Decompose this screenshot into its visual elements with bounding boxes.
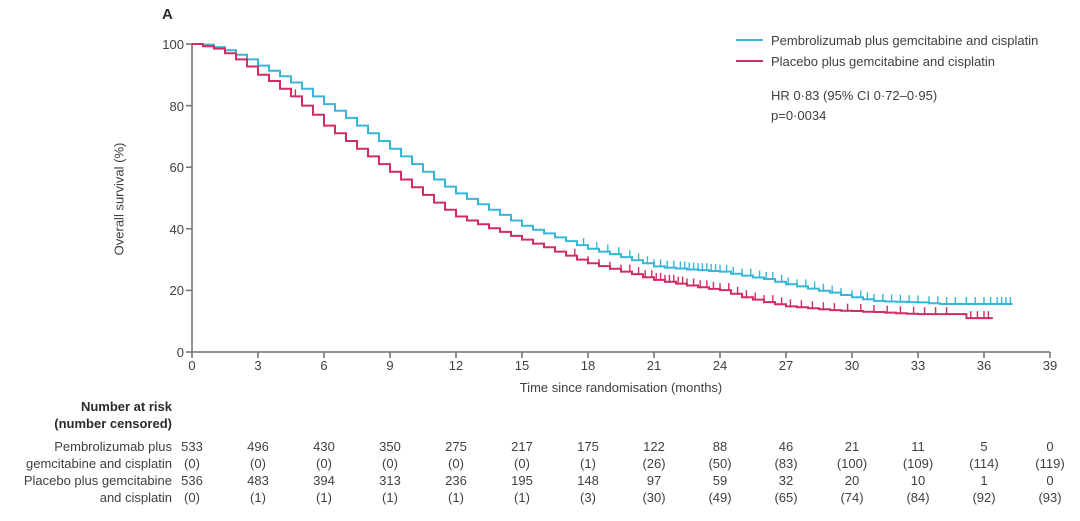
panel-label: A [162, 6, 173, 23]
x-tick-label: 15 [514, 358, 530, 373]
risk-count: 97 [646, 473, 662, 488]
censored-count: (114) [969, 456, 999, 471]
risk-count: 483 [247, 473, 269, 488]
x-tick-label: 12 [448, 358, 464, 373]
y-tick-label: 0 [176, 345, 184, 360]
risk-count: 430 [313, 439, 335, 454]
y-axis-title: Overall survival (%) [111, 142, 127, 256]
risk-row-placebo-label-line1: Placebo plus gemcitabine [23, 473, 172, 488]
censored-count: (0) [184, 490, 200, 505]
censored-count: (100) [836, 456, 868, 471]
censored-count: (93) [1038, 490, 1062, 505]
placebo-line-swatch-icon [736, 60, 763, 62]
x-tick-label: 39 [1042, 358, 1058, 373]
risk-count: 10 [910, 473, 926, 488]
censored-count: (0) [316, 456, 332, 471]
risk-row-placebo-label-line2: and cisplatin [99, 490, 172, 505]
censored-count: (92) [972, 490, 996, 505]
censored-count: (1) [316, 490, 332, 505]
y-tick-label: 100 [162, 37, 184, 52]
x-axis-title: Time since randomisation (months) [519, 380, 723, 395]
censored-count: (84) [906, 490, 930, 505]
censored-count: (50) [708, 456, 732, 471]
legend-label: Pembrolizumab plus gemcitabine and cispl… [771, 32, 1039, 48]
p-value-line: p=0·0034 [771, 108, 827, 123]
risk-count: 148 [577, 473, 599, 488]
risk-count: 217 [511, 439, 533, 454]
pembrolizumab-line-swatch-icon [736, 39, 763, 41]
risk-count: 313 [379, 473, 401, 488]
hazard-ratio-annotation: HR 0·83 (95% CI 0·72–0·95) p=0·0034 [771, 86, 937, 126]
x-tick-label: 21 [646, 358, 662, 373]
censored-count: (3) [580, 490, 596, 505]
risk-count: 0 [1046, 473, 1054, 488]
risk-count: 11 [911, 439, 925, 454]
x-tick-label: 33 [910, 358, 926, 373]
risk-count: 195 [511, 473, 533, 488]
x-tick-label: 3 [254, 358, 262, 373]
y-tick-label: 20 [169, 283, 184, 299]
risk-count: 175 [577, 439, 599, 454]
hr-line: HR 0·83 (95% CI 0·72–0·95) [771, 88, 938, 103]
risk-count: 5 [980, 439, 988, 454]
risk-count: 59 [712, 473, 728, 488]
risk-count: 536 [181, 473, 203, 488]
censored-count: (30) [642, 490, 666, 505]
censored-count: (0) [514, 456, 530, 471]
censored-count: (1) [250, 490, 266, 505]
x-tick-label: 36 [976, 358, 992, 373]
risk-count: 350 [379, 439, 401, 454]
risk-table-header-line2: (number censored) [54, 416, 172, 431]
risk-count: 88 [712, 439, 728, 454]
censored-count: (1) [514, 490, 530, 505]
risk-count: 20 [844, 473, 860, 488]
risk-table-header-line1: Number at risk [80, 399, 172, 414]
risk-row-pembrolizumab-label-line1: Pembrolizumab plus [54, 439, 172, 454]
censored-count: (1) [448, 490, 464, 505]
x-tick-label: 0 [188, 358, 196, 373]
risk-count: 21 [844, 439, 860, 454]
risk-count: 122 [643, 439, 665, 454]
y-tick-label: 80 [169, 98, 184, 114]
survival-curve-placebo [192, 43, 993, 320]
censored-count: (1) [580, 456, 596, 471]
risk-count: 32 [778, 473, 794, 488]
risk-count: 236 [445, 473, 467, 488]
x-tick-label: 30 [844, 358, 860, 373]
legend-item-placebo: Placebo plus gemcitabine and cisplatin [736, 53, 995, 69]
y-tick-label: 60 [169, 160, 184, 176]
censored-count: (0) [250, 456, 266, 471]
censored-count: (65) [774, 490, 798, 505]
risk-count: 46 [778, 439, 794, 454]
censored-count: (0) [184, 456, 200, 471]
censored-count: (74) [840, 490, 864, 505]
risk-count: 533 [181, 439, 203, 454]
risk-row-pembrolizumab-label-line2: gemcitabine and cisplatin [26, 456, 172, 471]
x-tick-label: 27 [778, 358, 794, 373]
risk-count: 394 [313, 473, 335, 488]
x-tick-label: 9 [386, 358, 394, 373]
censored-count: (0) [382, 456, 398, 471]
x-tick-label: 18 [580, 358, 596, 373]
risk-count: 496 [247, 439, 269, 454]
risk-count: 1 [980, 473, 988, 488]
censored-count: (1) [382, 490, 398, 505]
x-tick-label: 24 [712, 358, 728, 373]
censored-count: (26) [642, 456, 666, 471]
censored-count: (83) [774, 456, 798, 471]
survival-curve-pembrolizumab [192, 43, 1013, 305]
legend-item-pembrolizumab: Pembrolizumab plus gemcitabine and cispl… [736, 32, 1038, 48]
risk-count: 0 [1046, 439, 1054, 454]
x-tick-label: 6 [320, 358, 328, 373]
censored-count: (49) [708, 490, 732, 505]
censored-count: (0) [448, 456, 464, 471]
censored-count: (109) [902, 456, 934, 471]
legend-label: Placebo plus gemcitabine and cisplatin [771, 53, 996, 69]
y-tick-label: 40 [169, 221, 184, 237]
risk-count: 275 [445, 439, 467, 454]
censored-count: (119) [1035, 456, 1065, 471]
